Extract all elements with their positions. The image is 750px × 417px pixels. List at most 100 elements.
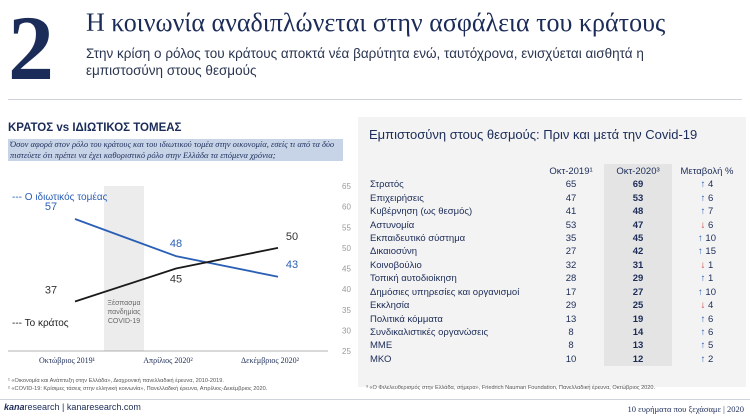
change-cell: ↑ 10 [672, 232, 742, 245]
y-tick-label: 50 [342, 244, 351, 253]
change-value: 2 [708, 353, 714, 365]
page-subtitle: Στην κρίση ο ρόλος του κράτους αποκτά νέ… [86, 46, 644, 78]
left-panel-title: ΚΡΑΤΟΣ vs ΙΔΙΩΤΙΚΟΣ ΤΟΜΕΑΣ [8, 122, 182, 134]
value-2019: 17 [565, 286, 577, 298]
value-2020: 47 [604, 218, 672, 232]
survey-question: Όσον αφορά στον ρόλο του κράτους και του… [8, 139, 343, 161]
page-title: Η κοινωνία αναδιπλώνεται στην ασφάλεια τ… [86, 8, 666, 37]
change-cell: ↑ 15 [672, 245, 742, 258]
institution-name: Αστυνομία [370, 219, 415, 231]
footer-divider [0, 399, 750, 400]
change-value: 6 [708, 192, 714, 204]
table-row: Εκπαιδευτικό σύστημα 35 45 ↑ 10 [366, 231, 742, 246]
institution-name: Πολιτικά κόμματα [370, 313, 443, 325]
legend-private: --- Ο ιδιωτικός τομέας [12, 191, 108, 203]
institution-name: Κυβέρνηση (ως θεσμός) [370, 206, 473, 218]
change-cell: ↑ 5 [672, 339, 742, 352]
logo-separator: | [62, 402, 67, 412]
value-2019: 53 [565, 219, 577, 231]
y-tick-label: 25 [342, 347, 351, 356]
pandemic-band [104, 186, 144, 351]
value-2020: 29 [604, 272, 672, 286]
change-value: 5 [708, 340, 714, 352]
y-tick-label: 40 [342, 285, 351, 294]
right-source: ³ «Ο Φιλελευθερισμός στην Ελλάδα, σήμερα… [366, 385, 656, 391]
legend-state: --- Το κράτος [12, 317, 69, 329]
data-label: 45 [170, 274, 182, 286]
y-tick-label: 35 [342, 306, 351, 315]
institution-name: Επιχειρήσεις [370, 192, 424, 204]
data-label: 57 [45, 201, 57, 213]
value-2020: 13 [604, 339, 672, 353]
series-line-private [74, 218, 279, 278]
arrow-up-icon: ↑ [700, 192, 706, 204]
left-sources: ¹ «Οικονομία και Ανάπτυξη στην Ελλάδα», … [8, 377, 348, 393]
value-2020: 14 [604, 325, 672, 340]
arrow-up-icon: ↑ [700, 313, 706, 325]
value-2019: 29 [565, 300, 577, 312]
table-row: Επιχειρήσεις 47 53 ↑ 6 [366, 191, 742, 205]
value-2019: 28 [565, 273, 577, 285]
arrow-down-icon: ↓ [700, 259, 706, 271]
table-row: Τοπική αυτοδιοίκηση 28 29 ↑ 1 [366, 272, 742, 286]
x-tick-label: Οκτώβριος 2019¹ [39, 356, 96, 365]
arrow-up-icon: ↑ [700, 340, 706, 352]
y-tick-label: 45 [342, 265, 351, 274]
col-header-change: Μεταβολή % [680, 165, 734, 177]
value-2019: 13 [565, 313, 577, 325]
change-cell: ↑ 10 [672, 286, 742, 299]
institution-name: Δημόσιες υπηρεσίες και οργανισμοί [370, 286, 520, 298]
arrow-up-icon: ↑ [698, 246, 703, 258]
y-tick-label: 30 [342, 326, 351, 335]
value-2020: 27 [604, 285, 672, 299]
change-cell: ↓ 4 [672, 299, 742, 312]
value-2019: 41 [565, 206, 577, 218]
change-cell: ↑ 6 [672, 191, 742, 204]
change-cell: ↑ 6 [672, 326, 742, 339]
arrow-up-icon: ↑ [700, 327, 706, 339]
institution-name: Εκκλησία [370, 300, 410, 312]
table-header-row: Οκτ-2019¹ Οκτ-2020³ Μεταβολή % [366, 164, 742, 178]
x-tick-label: Δεκέμβριος 2020² [241, 356, 300, 365]
footer-caption: 10 ευρήματα που ξεχάσαμε | 2020 [627, 404, 744, 414]
logo-kana: kana [4, 402, 25, 412]
change-cell: ↑ 1 [672, 272, 742, 285]
data-label: 50 [286, 231, 298, 243]
source-2: ² «COVID-19: Κρίσιμες τάσεις στην ελληνι… [8, 386, 268, 392]
col-header-name [366, 164, 538, 178]
arrow-down-icon: ↓ [700, 219, 706, 231]
pandemic-label: COVID-19 [108, 318, 140, 325]
value-2019: 47 [565, 192, 577, 204]
site-link[interactable]: kanaresearch.com [66, 402, 141, 412]
trust-panel-title: Εμπιστοσύνη στους θεσμούς: Πριν και μετά… [369, 127, 698, 142]
arrow-up-icon: ↑ [698, 232, 703, 244]
table-row: ΜΜΕ 8 13 ↑ 5 [366, 339, 742, 353]
value-2019: 27 [565, 246, 577, 258]
table-row: Αστυνομία 53 47 ↓ 6 [366, 218, 742, 232]
data-label: 37 [45, 285, 57, 297]
table-row: ΜΚΟ 10 12 ↑ 2 [366, 352, 742, 367]
trust-table: Οκτ-2019¹ Οκτ-2020³ Μεταβολή % Στρατός 65… [366, 164, 742, 367]
institution-name: Κοινοβούλιο [370, 259, 422, 271]
institution-name: ΜΚΟ [370, 353, 392, 365]
legend-state-label: Το κράτος [25, 317, 69, 329]
value-2019: 8 [568, 340, 574, 352]
data-label: 48 [170, 238, 182, 250]
table-row: Στρατός 65 69 ↑ 4 [366, 178, 742, 192]
change-cell: ↓ 1 [672, 259, 742, 272]
pandemic-label: Ξέσπασμα [107, 299, 140, 307]
change-value: 1 [708, 259, 714, 271]
change-cell: ↑ 4 [672, 178, 742, 191]
table-row: Κυβέρνηση (ως θεσμός) 41 48 ↑ 7 [366, 204, 742, 219]
arrow-down-icon: ↓ [700, 300, 706, 312]
value-2020: 31 [604, 258, 672, 273]
value-2019: 8 [568, 327, 574, 339]
change-cell: ↑ 7 [672, 205, 742, 218]
change-value: 6 [708, 327, 714, 339]
change-value: 1 [708, 273, 714, 285]
pandemic-label: πανδημίας [107, 308, 141, 316]
change-value: 15 [705, 246, 716, 258]
table-row: Κοινοβούλιο 32 31 ↓ 1 [366, 258, 742, 273]
table-row: Συνδικαλιστικές οργανώσεις 8 14 ↑ 6 [366, 325, 742, 340]
